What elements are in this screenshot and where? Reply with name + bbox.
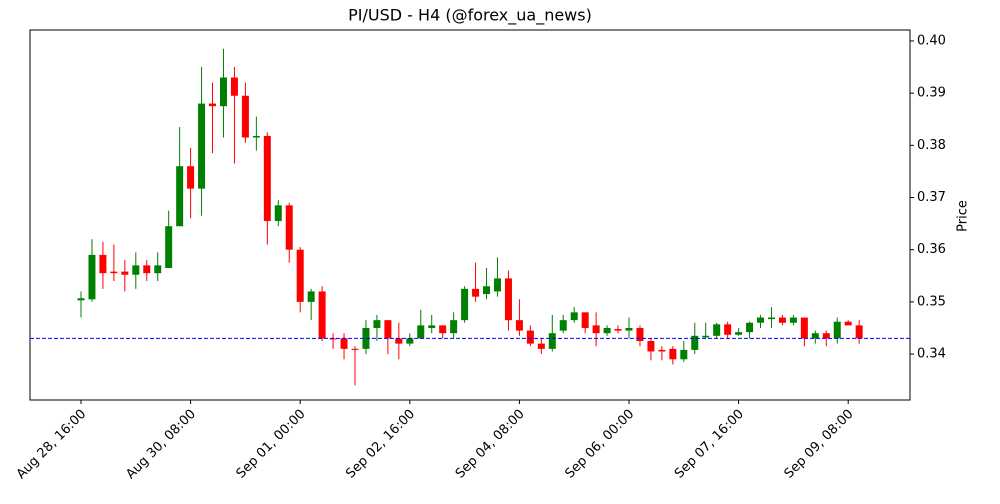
x-tick-label: Sep 01, 00:00 xyxy=(234,407,309,482)
candle-body xyxy=(154,265,162,274)
candle-body xyxy=(209,103,217,107)
candle-body xyxy=(735,332,743,335)
candle-body xyxy=(176,166,184,227)
candle-body xyxy=(537,343,545,349)
candle-body xyxy=(592,325,600,334)
candle-body xyxy=(88,254,96,300)
candle-body xyxy=(833,321,841,339)
candle-body xyxy=(417,325,425,339)
candle-body xyxy=(757,317,765,323)
candle-body xyxy=(702,335,710,338)
candle-body xyxy=(362,327,370,349)
candle-body xyxy=(669,348,677,360)
candle-body xyxy=(384,320,392,339)
candle-body xyxy=(241,95,249,138)
candle-body xyxy=(603,327,611,334)
candle-body xyxy=(252,135,260,138)
candle-body xyxy=(483,286,491,295)
candle-body xyxy=(230,77,238,96)
candle-body xyxy=(219,77,227,107)
candle-body xyxy=(439,325,447,334)
candle-body xyxy=(844,321,852,326)
candle-body xyxy=(406,338,414,344)
y-tick-label: 0.39 xyxy=(917,86,946,101)
x-tick-label: Sep 07, 16:00 xyxy=(672,407,747,482)
candle-body xyxy=(296,249,304,302)
candle-body xyxy=(581,312,589,328)
candle-body xyxy=(187,166,195,189)
candle-body xyxy=(515,320,523,331)
candle-body xyxy=(263,135,271,222)
candle-body xyxy=(110,271,118,274)
candle-body xyxy=(318,291,326,339)
candle-body xyxy=(450,320,458,334)
candle-body xyxy=(767,317,775,320)
candle-body xyxy=(647,341,655,352)
x-tick-label: Sep 04, 08:00 xyxy=(453,407,528,482)
candle-body xyxy=(307,291,315,302)
candle-body xyxy=(691,335,699,350)
y-tick-label: 0.34 xyxy=(917,347,946,362)
candle-body xyxy=(461,288,469,321)
candle-body xyxy=(789,317,797,323)
candle-body xyxy=(143,265,151,274)
candle-body xyxy=(99,254,107,274)
plot-frame xyxy=(29,29,911,401)
candle-body xyxy=(614,329,622,331)
candle-body xyxy=(340,338,348,349)
candle-body xyxy=(855,325,863,339)
candle-body xyxy=(198,103,206,189)
candle-body xyxy=(472,288,480,297)
candle-body xyxy=(548,333,556,349)
y-tick-label: 0.38 xyxy=(917,138,946,153)
y-tick-label: 0.40 xyxy=(917,33,946,48)
candle-body xyxy=(121,271,129,275)
candle-body xyxy=(351,348,359,350)
candle-body xyxy=(570,312,578,321)
candle-body xyxy=(428,325,436,328)
y-tick-label: 0.36 xyxy=(917,242,946,257)
candle-body xyxy=(800,317,808,339)
x-tick-label: Sep 09, 08:00 xyxy=(782,407,857,482)
candle-body xyxy=(778,317,786,323)
x-tick-label: Aug 30, 08:00 xyxy=(123,407,199,483)
candle-body xyxy=(811,333,819,339)
candle-body xyxy=(636,327,644,342)
candle-body xyxy=(165,226,173,268)
candle-body xyxy=(822,333,830,339)
x-tick-label: Sep 02, 16:00 xyxy=(343,407,418,482)
candle-body xyxy=(504,278,512,321)
y-tick-label: 0.37 xyxy=(917,190,946,205)
candle-body xyxy=(77,298,85,301)
y-tick-label: 0.35 xyxy=(917,294,946,309)
candle-body xyxy=(132,265,140,275)
x-tick-label: Sep 06, 00:00 xyxy=(562,407,637,482)
y-axis-label: Price xyxy=(956,200,971,232)
candle-body xyxy=(746,322,754,333)
candle-body xyxy=(713,324,721,336)
candle-body xyxy=(395,338,403,344)
candle-body xyxy=(285,205,293,250)
candle-body xyxy=(625,327,633,331)
candle-body xyxy=(680,349,688,360)
candle-body xyxy=(274,205,282,222)
candle-body xyxy=(559,320,567,331)
candle-body xyxy=(526,330,534,344)
chart-title: PI/USD - H4 (@forex_ua_news) xyxy=(348,6,592,26)
candle-body xyxy=(329,338,337,340)
x-tick-label: Aug 28, 16:00 xyxy=(14,407,90,483)
candle-body xyxy=(658,349,666,352)
candle-body xyxy=(724,324,732,335)
candle-body xyxy=(373,320,381,328)
candle-body xyxy=(493,278,501,292)
